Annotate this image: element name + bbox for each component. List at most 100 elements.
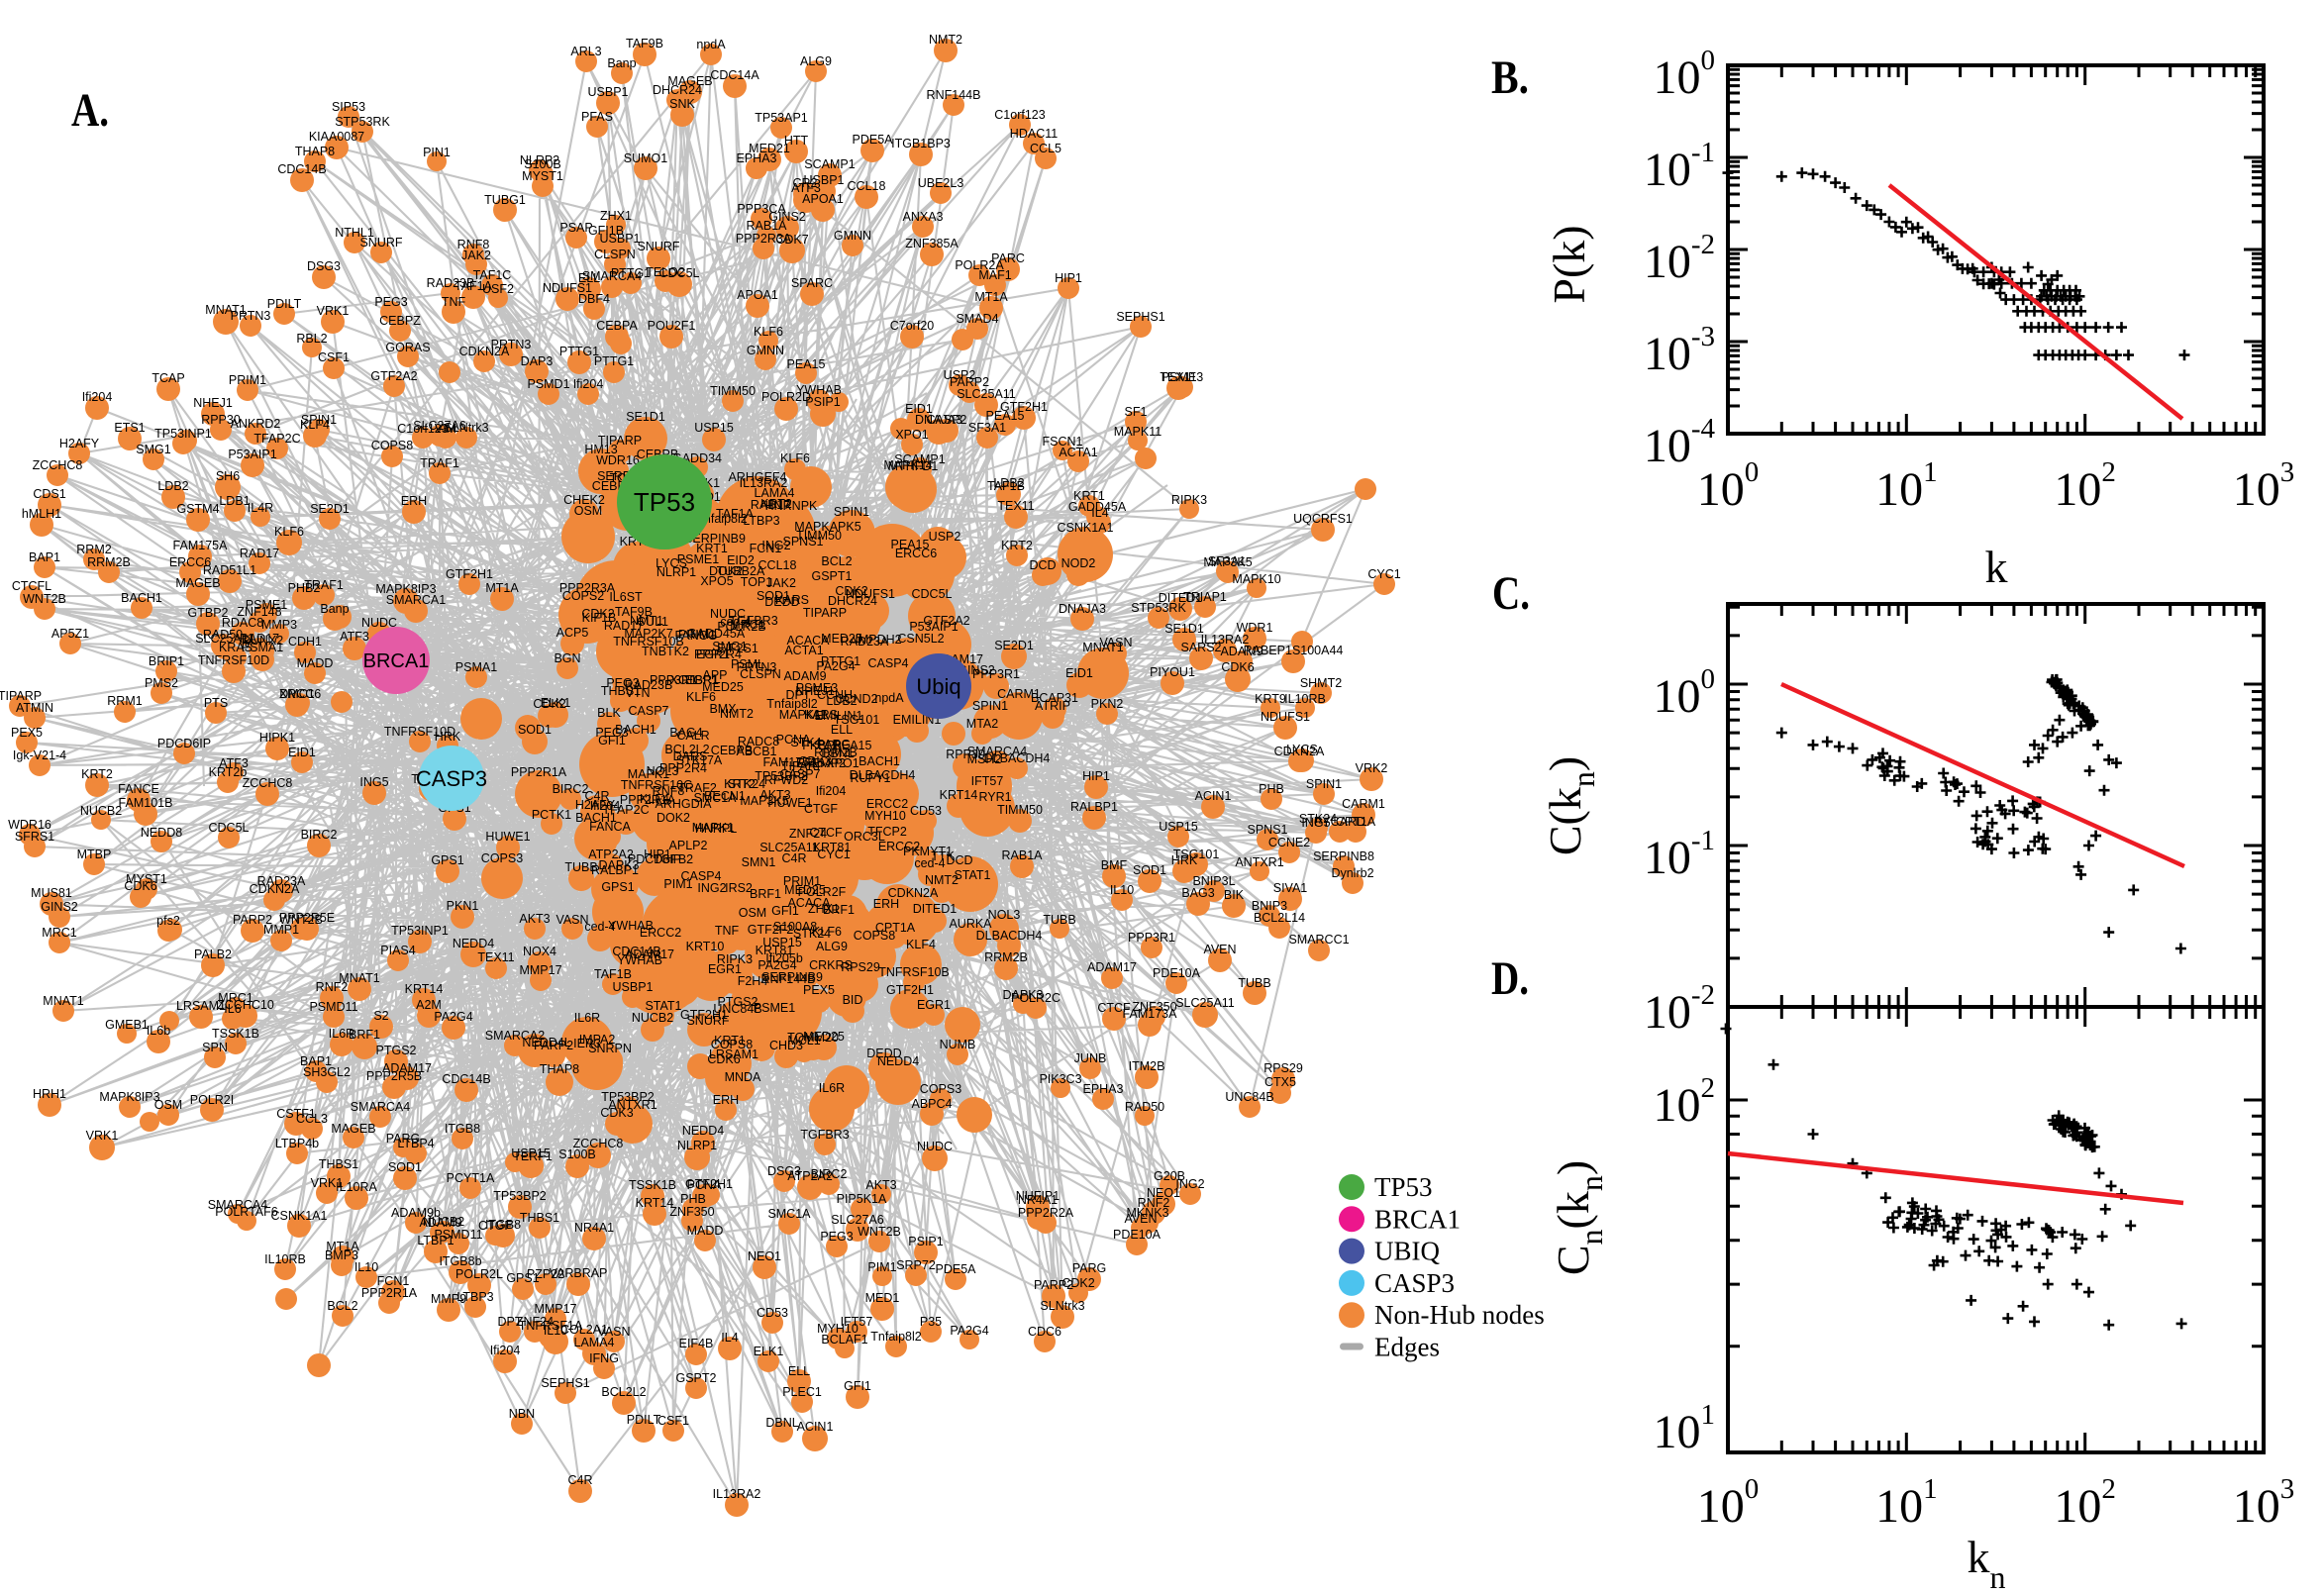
svg-text:RNF2: RNF2 [316,980,349,994]
svg-text:ERH: ERH [713,1093,739,1107]
svg-text:CR2: CR2 [792,176,817,190]
svg-text:NOL3: NOL3 [647,764,679,778]
svg-text:TAF9B: TAF9B [626,37,663,50]
svg-text:KLF4: KLF4 [300,418,330,432]
svg-text:KRT2: KRT2 [81,767,113,781]
svg-text:MMP17: MMP17 [519,963,561,977]
svg-text:NEDD8: NEDD8 [141,826,182,840]
svg-text:FKBP8: FKBP8 [802,739,842,752]
svg-text:IL4R: IL4R [248,501,273,515]
svg-text:ALG9: ALG9 [816,940,848,953]
svg-text:EGR1: EGR1 [696,648,730,661]
svg-text:SMARCA4: SMARCA4 [967,745,1027,758]
svg-text:CASP7: CASP7 [780,767,821,781]
svg-text:HDAC11: HDAC11 [1010,127,1058,141]
svg-text:PCNA: PCNA [687,1178,722,1192]
svg-text:MRC1: MRC1 [730,618,764,632]
svg-text:CUL1: CUL1 [637,615,668,629]
svg-text:LTBP1: LTBP1 [417,1234,454,1247]
svg-text:ORC3L: ORC3L [844,830,885,844]
svg-text:GTF2H1: GTF2H1 [685,1177,733,1191]
svg-text:GTBP2: GTBP2 [188,606,229,620]
svg-text:CDC14B: CDC14B [442,1072,490,1086]
svg-text:ANTXR1: ANTXR1 [608,1098,656,1112]
svg-text:FAM173A: FAM173A [1123,1007,1178,1021]
svg-text:C7orf20: C7orf20 [890,319,935,333]
svg-text:SARS2: SARS2 [1181,641,1222,654]
svg-text:PA2G4: PA2G4 [758,958,796,972]
svg-text:ANTXR1: ANTXR1 [1235,855,1283,869]
svg-text:NOL3: NOL3 [988,908,1021,922]
svg-text:DLBACDH4: DLBACDH4 [850,768,916,782]
svg-text:STP53RK: STP53RK [1131,601,1186,615]
svg-text:VRK1: VRK1 [86,1129,119,1143]
svg-text:DHCR24: DHCR24 [653,83,702,97]
svg-text:CCL5: CCL5 [1030,142,1061,155]
svg-text:AKT3: AKT3 [865,1178,896,1192]
svg-text:RIPK3: RIPK3 [717,952,753,966]
svg-text:ELK1: ELK1 [541,696,571,710]
svg-text:IL6b: IL6b [147,1024,170,1038]
svg-text:UNC84B: UNC84B [713,1002,761,1016]
svg-text:NDUFS1: NDUFS1 [846,587,895,601]
svg-text:BACH1: BACH1 [858,754,900,768]
svg-text:IL6ST: IL6ST [609,590,643,604]
svg-text:RNF144B: RNF144B [761,972,816,986]
svg-text:KIAA0087: KIAA0087 [309,130,364,144]
svg-text:EMILIN1: EMILIN1 [815,709,863,723]
svg-text:BRF1: BRF1 [823,903,855,917]
svg-text:USBP1: USBP1 [600,232,641,246]
svg-text:GMNN: GMNN [834,229,871,243]
svg-text:GSPT2: GSPT2 [676,1371,717,1385]
svg-text:ATP2A2: ATP2A2 [588,848,634,861]
svg-text:TP53BP2: TP53BP2 [755,769,808,783]
svg-text:10-3: 10-3 [1644,321,1715,380]
svg-text:SNRPN: SNRPN [588,1042,632,1055]
svg-text:H2AFY: H2AFY [575,798,616,812]
svg-text:STAT1: STAT1 [954,868,990,882]
svg-text:CARM1: CARM1 [1342,797,1385,811]
svg-text:BRIP1: BRIP1 [149,654,184,668]
svg-text:PSMA1: PSMA1 [242,641,283,654]
svg-text:MADD: MADD [297,656,334,670]
svg-text:SMG1: SMG1 [712,640,747,653]
svg-text:MYST1: MYST1 [126,872,167,886]
svg-text:BACH1: BACH1 [615,723,656,737]
svg-text:TAF9B: TAF9B [615,605,653,619]
svg-text:KLF4: KLF4 [906,938,936,951]
svg-text:ERH: ERH [873,897,899,911]
svg-text:SMAD4: SMAD4 [956,312,998,326]
svg-text:DPT: DPT [786,688,811,702]
svg-text:TUBB: TUBB [564,860,597,874]
svg-text:C4R: C4R [584,789,609,803]
svg-text:GFI1: GFI1 [771,904,799,918]
svg-text:TNBTK2: TNBTK2 [642,645,689,658]
svg-text:EGR1: EGR1 [685,673,719,687]
svg-text:CASP7: CASP7 [629,704,669,718]
svg-text:SPIN1: SPIN1 [834,505,869,519]
svg-text:BCAP31: BCAP31 [1031,691,1078,705]
svg-text:IFT57: IFT57 [971,774,1004,788]
svg-text:RAB1A: RAB1A [1002,848,1044,862]
svg-text:VASN: VASN [1099,636,1132,649]
svg-text:PARP2: PARP2 [233,913,272,927]
svg-text:A2M: A2M [416,998,442,1012]
svg-text:STK24: STK24 [793,927,831,941]
svg-text:RYR1: RYR1 [978,790,1011,804]
svg-text:DCD: DCD [946,853,972,867]
svg-text:PPP3R1: PPP3R1 [972,667,1020,681]
svg-text:ACIN1: ACIN1 [797,1420,834,1434]
svg-text:DLBACDH4: DLBACDH4 [984,751,1051,765]
svg-text:SE2D1: SE2D1 [310,502,350,516]
svg-text:ANKRD2: ANKRD2 [231,417,281,431]
svg-text:MAPK10: MAPK10 [1232,572,1280,586]
svg-text:OSM: OSM [574,504,602,518]
svg-text:ZCCHC8: ZCCHC8 [33,458,83,472]
svg-text:ced-4: ced-4 [914,856,945,870]
svg-text:ADAM9: ADAM9 [783,669,826,683]
svg-text:BECN1: BECN1 [704,789,746,803]
svg-text:XPO5: XPO5 [700,574,733,588]
svg-text:RABEP1S100A44: RABEP1S100A44 [1244,644,1344,657]
svg-text:PARP2: PARP2 [534,1039,573,1052]
svg-text:IFT57: IFT57 [841,1315,873,1329]
